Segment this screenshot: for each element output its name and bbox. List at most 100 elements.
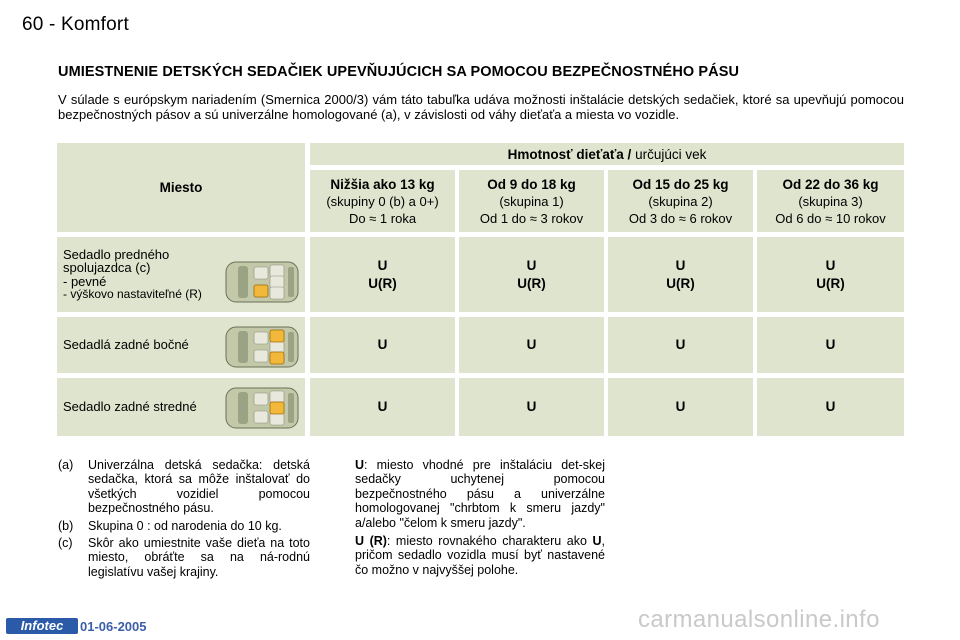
footnote-marker: (a) (58, 458, 74, 472)
highlighted-seat (269, 329, 285, 343)
row-label-line: Sedadlá zadné bočné (63, 337, 189, 353)
row-label-line: Sedadlo zadné stredné (63, 399, 197, 415)
value-cell: U U(R) (459, 237, 604, 312)
value-ur: U(R) (666, 275, 695, 291)
highlighted-seat (269, 401, 285, 415)
row-label-line: Sedadlo predného (63, 246, 170, 262)
value-cell: U (608, 378, 753, 436)
value-cell: U (757, 378, 904, 436)
seat (253, 410, 269, 424)
value-cell: U U(R) (310, 237, 455, 312)
windshield (238, 392, 248, 424)
row-label-line: - výškovo nastaviteľné (R) (63, 287, 202, 301)
weight-header-rest: určujúci vek (631, 147, 707, 162)
value-u: U (526, 399, 537, 414)
section-title: UMIESTNENIE DETSKÝCH SEDAČIEK UPEVŇUJÚCI… (58, 64, 740, 80)
legend-u: U: miesto vhodné pre inštaláciu det-skej… (355, 458, 605, 530)
seat (269, 286, 285, 300)
footnote-text: Skôr ako umiestnite vaše dieťa na toto m… (88, 536, 310, 579)
footnotes-left: (a) Univerzálna detská sedačka: detská s… (58, 458, 310, 582)
weight-column-name: Nižšia ako 13 kg (330, 177, 435, 192)
value-u: U (825, 257, 836, 273)
value-ur: U(R) (517, 275, 546, 291)
seat (269, 390, 285, 404)
value-cell: U (608, 317, 753, 373)
windshield (238, 331, 248, 363)
car-seat-diagram-rear-middle-icon (225, 387, 299, 429)
value-cell: U (459, 317, 604, 373)
weight-column-age: Od 1 do ≈ 3 rokov (479, 211, 584, 226)
seat (269, 275, 285, 289)
footnote-c: (c) Skôr ako umiestnite vaše dieťa na to… (58, 536, 310, 579)
seat (253, 392, 269, 406)
miesto-header: Miesto (57, 143, 305, 232)
value-cell: U (757, 317, 904, 373)
row-label-line: - pevné (63, 273, 107, 289)
value-u: U (675, 399, 686, 414)
footnote-a: (a) Univerzálna detská sedačka: detská s… (58, 458, 310, 516)
weight-column-age: Od 3 do ≈ 6 rokov (628, 211, 733, 226)
weight-column-group: (skupiny 0 (b) a 0+) (326, 194, 439, 209)
value-u: U (377, 257, 388, 273)
seat (269, 412, 285, 426)
highlighted-seat (253, 284, 269, 298)
legend-ur: U (R): miesto rovnakého charakteru ako U… (355, 534, 605, 577)
value-u: U (825, 399, 836, 414)
seat (253, 266, 269, 280)
page-header: 60 - Komfort (22, 14, 129, 35)
weight-column-name: Od 15 do 25 kg (632, 177, 729, 192)
value-ur: U(R) (368, 275, 397, 291)
legend-key-inline: U (592, 534, 602, 549)
weight-column-group: (skupina 3) (798, 194, 863, 209)
footnote-b: (b) Skupina 0 : od narodenia do 10 kg. (58, 519, 310, 533)
row-label-line: spolujazdca (c) (63, 260, 151, 275)
infotec-logo: Infotec (6, 618, 78, 634)
footnote-marker: (c) (58, 536, 73, 551)
car-seat-diagram-rear-side-icon (225, 326, 299, 368)
legend-text: : miesto vhodné pre inštaláciu det-skej … (355, 458, 605, 530)
rear-window (288, 267, 294, 297)
footnote-text: Univerzálna detská sedačka: detská sedač… (88, 458, 310, 516)
value-cell: U (310, 317, 455, 373)
value-u: U (526, 257, 537, 273)
legend-key: U (355, 458, 365, 472)
weight-column-3: Od 22 do 36 kg (skupina 3) Od 6 do ≈ 10 … (757, 170, 904, 232)
value-u: U (526, 337, 537, 352)
value-cell: U U(R) (757, 237, 904, 312)
weight-column-group: (skupina 1) (499, 194, 564, 209)
legend-text: , pričom sedadlo vozidla musí byť nastav… (355, 534, 605, 577)
value-cell: U (310, 378, 455, 436)
weight-column-name: Od 9 do 18 kg (487, 177, 576, 192)
rear-window (288, 332, 294, 362)
seat (253, 349, 269, 363)
value-u: U (377, 337, 388, 352)
weight-column-age: Do ≈ 1 roka (348, 211, 417, 226)
value-ur: U(R) (816, 275, 845, 291)
footnote-marker: (b) (58, 518, 74, 533)
value-cell: U U(R) (608, 237, 753, 312)
seat (269, 264, 285, 278)
watermark: carmanualsonline.info (638, 606, 880, 633)
footer-date: 01-06-2005 (80, 619, 147, 634)
seat (269, 340, 285, 354)
legend-text: : miesto rovnakého charakteru ako (386, 534, 593, 549)
windshield (238, 266, 248, 298)
legend-key: U (R) (355, 534, 387, 549)
weight-column-0: Nižšia ako 13 kg (skupiny 0 (b) a 0+) Do… (310, 170, 455, 232)
seat (253, 331, 269, 345)
value-u: U (675, 337, 686, 352)
compatibility-table: Miesto Hmotnosť dieťaťa / určujúci vek N… (57, 143, 904, 436)
footnote-text: Skupina 0 : od narodenia do 10 kg. (88, 518, 282, 533)
legend-notes: U: miesto vhodné pre inštaláciu det-skej… (355, 458, 605, 581)
value-u: U (377, 399, 388, 414)
rear-window (288, 393, 294, 423)
weight-column-age: Od 6 do ≈ 10 rokov (775, 211, 886, 226)
miesto-label: Miesto (159, 180, 203, 195)
weight-column-1: Od 9 do 18 kg (skupina 1) Od 1 do ≈ 3 ro… (459, 170, 604, 232)
weight-header-bold: Hmotnosť dieťaťa / (507, 147, 632, 162)
value-cell: U (459, 378, 604, 436)
weight-column-group: (skupina 2) (648, 194, 713, 209)
value-u: U (675, 257, 686, 273)
car-seat-diagram-front-icon (225, 261, 299, 303)
value-u: U (825, 337, 836, 352)
